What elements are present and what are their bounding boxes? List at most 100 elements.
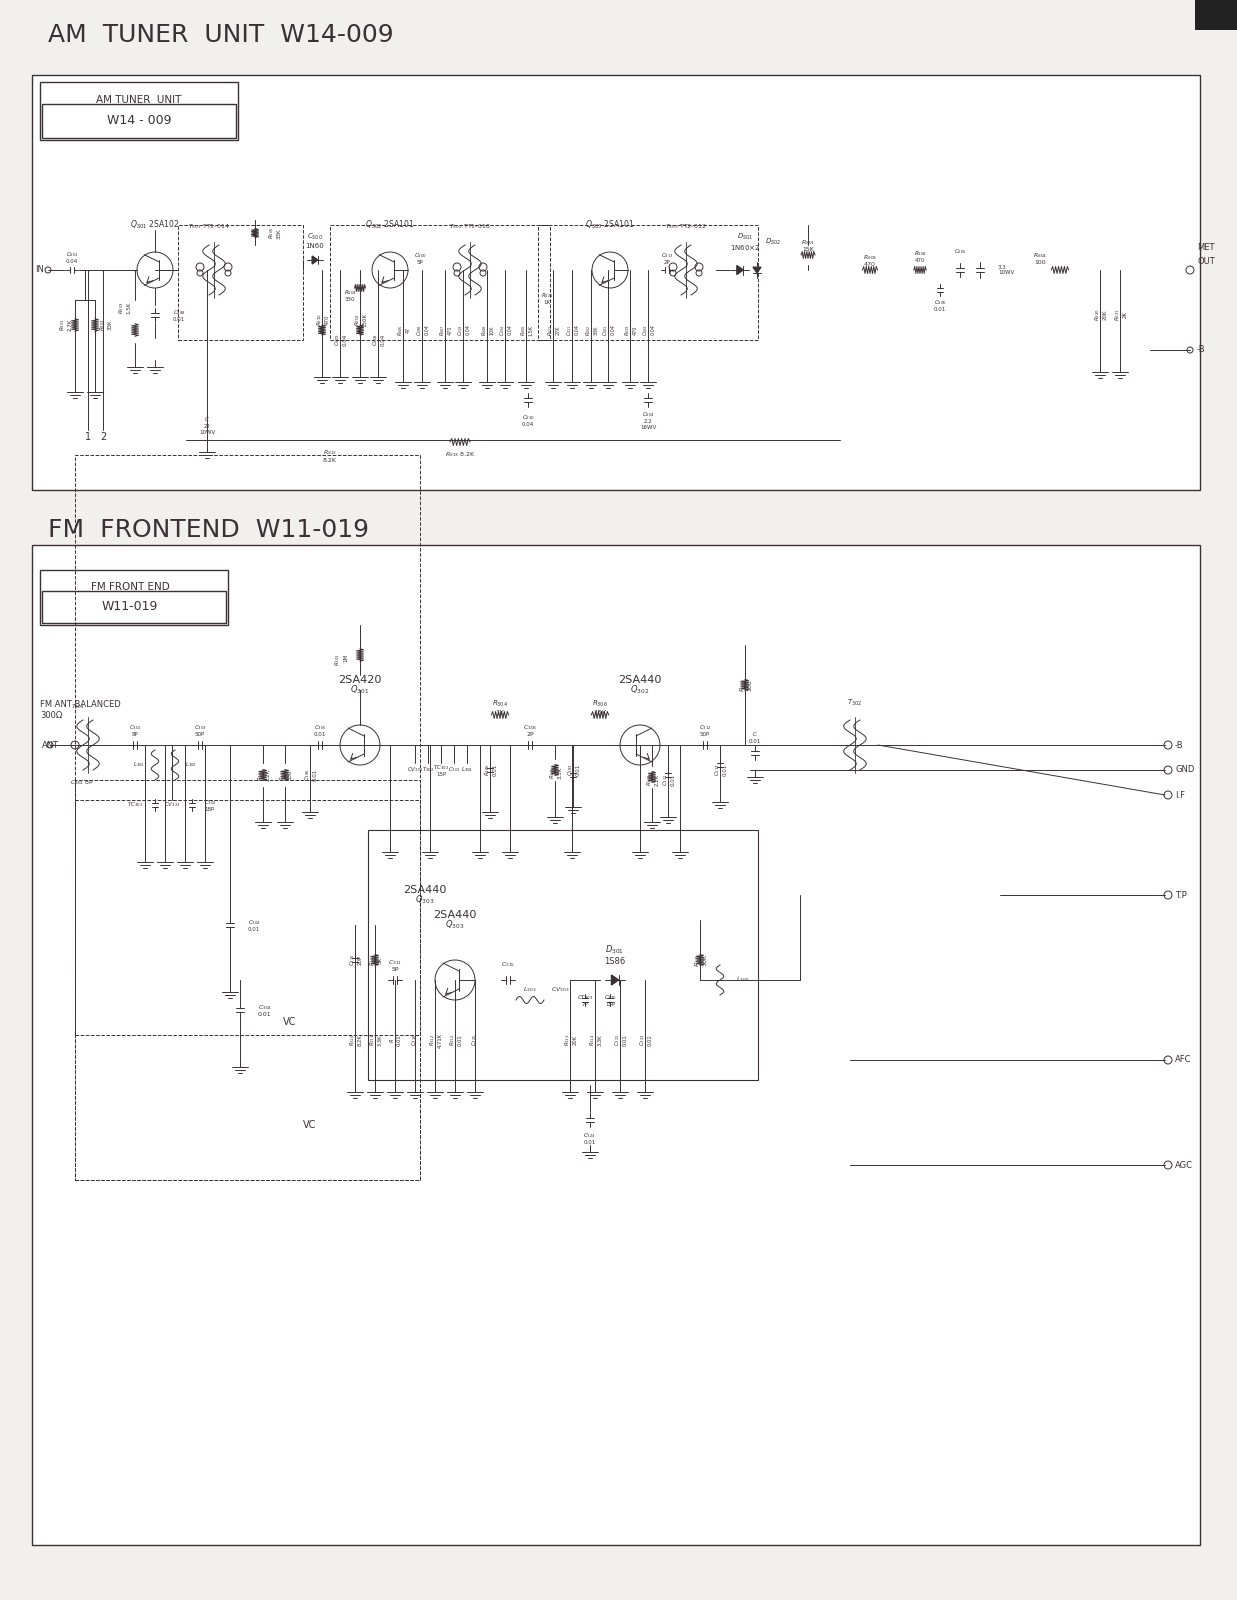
Text: $C_{304}$
0.01: $C_{304}$ 0.01 xyxy=(247,918,261,933)
Text: AGC: AGC xyxy=(1175,1160,1192,1170)
Bar xyxy=(1195,0,1237,30)
Bar xyxy=(75,781,421,1035)
Bar xyxy=(40,82,238,141)
Text: $L_{304}$: $L_{304}$ xyxy=(461,765,473,774)
Text: $C_{308}$
2P: $C_{308}$ 2P xyxy=(523,723,537,738)
Text: $C_{386}$
0.01: $C_{386}$ 0.01 xyxy=(303,768,318,781)
Text: VC: VC xyxy=(303,1120,317,1130)
Text: FM FRONT END: FM FRONT END xyxy=(90,582,169,592)
Text: IN: IN xyxy=(35,266,45,275)
Text: $R_{S03}$
33K: $R_{S03}$ 33K xyxy=(98,318,113,331)
Text: $R_{S21}$
1K: $R_{S21}$ 1K xyxy=(541,291,553,306)
Text: $Q_{302}$: $Q_{302}$ xyxy=(631,683,649,696)
Text: $C_{S01}$
0.04: $C_{S01}$ 0.04 xyxy=(601,325,615,336)
Text: $C_{320}$
15P: $C_{320}$ 15P xyxy=(604,992,616,1008)
Text: $C_{315}$: $C_{315}$ xyxy=(501,960,515,970)
Text: $C_{S34}$
0.04: $C_{S34}$ 0.04 xyxy=(497,325,512,336)
Text: $C_{S98}$
0.04: $C_{S98}$ 0.04 xyxy=(414,325,429,336)
Text: $Q_{303}$: $Q_{303}$ xyxy=(416,894,434,906)
Text: $R_{S13}$ 8.2K: $R_{S13}$ 8.2K xyxy=(444,450,475,459)
Text: $T_{302}$: $T_{302}$ xyxy=(422,765,434,774)
Bar xyxy=(178,226,303,341)
Text: $R_{S02}$
33K: $R_{S02}$ 33K xyxy=(584,325,599,336)
Text: $C_{316}$: $C_{316}$ xyxy=(411,1034,419,1046)
Text: $C_{312}$
50P: $C_{312}$ 50P xyxy=(699,723,711,738)
Text: $T_{S02}$ TT1-018: $T_{S02}$ TT1-018 xyxy=(449,222,491,232)
Text: $CV_{302}$: $CV_{302}$ xyxy=(407,765,423,774)
Bar xyxy=(538,226,758,341)
Text: $C_{S08}$
0.04: $C_{S08}$ 0.04 xyxy=(371,333,386,347)
Text: $R_{S08}$
470: $R_{S08}$ 470 xyxy=(914,248,927,264)
Text: $R_{310}$
8.2K: $R_{310}$ 8.2K xyxy=(348,1034,362,1046)
Text: $D_{S01}$
1N60$\times$2: $D_{S01}$ 1N60$\times$2 xyxy=(730,232,760,253)
Text: $R_{S21}$
2K: $R_{S21}$ 2K xyxy=(1112,309,1127,322)
Text: $C_{322}$
0.01: $C_{322}$ 0.01 xyxy=(612,1034,627,1046)
Text: $R_{S06}$
47: $R_{S06}$ 47 xyxy=(396,325,411,336)
Text: $R_{S01}$
15K: $R_{S01}$ 15K xyxy=(800,238,815,253)
Text: $R_{308}$
2.2K: $R_{308}$ 2.2K xyxy=(644,773,659,787)
Text: $C_{301}$
8P: $C_{301}$ 8P xyxy=(129,723,141,738)
Text: $C_{304}$
0.01: $C_{304}$ 0.01 xyxy=(259,1003,272,1018)
Text: $R_{S12}$
8.2K: $R_{S12}$ 8.2K xyxy=(323,448,338,462)
Bar xyxy=(32,75,1200,490)
Text: $C_{303}$
50P: $C_{303}$ 50P xyxy=(193,723,207,738)
Text: $C_{S01}$
0.04: $C_{S01}$ 0.04 xyxy=(66,250,78,264)
Polygon shape xyxy=(753,267,761,272)
Text: 3.3
10WV: 3.3 10WV xyxy=(998,264,1014,275)
Text: FM ANT BALANCED
300Ω: FM ANT BALANCED 300Ω xyxy=(40,701,121,720)
Text: $C_{S19}$
0.04: $C_{S19}$ 0.04 xyxy=(455,325,470,336)
Bar xyxy=(42,104,236,138)
Text: $T_{301}$: $T_{301}$ xyxy=(71,702,85,712)
Text: $R_{S02}$
150K: $R_{S02}$ 150K xyxy=(353,314,367,326)
Text: 2SA440: 2SA440 xyxy=(433,910,476,920)
Text: $R_{315}$
30K: $R_{315}$ 30K xyxy=(693,954,708,966)
Text: $R_{S05}$
33K: $R_{S05}$ 33K xyxy=(267,227,282,240)
Text: AM  TUNER  UNIT  W14-009: AM TUNER UNIT W14-009 xyxy=(48,22,393,46)
Text: $C_{S10}$
0.04: $C_{S10}$ 0.04 xyxy=(522,413,534,427)
Text: 2SA440: 2SA440 xyxy=(618,675,662,685)
Text: 1: 1 xyxy=(85,432,92,442)
Text: $C_{302}$
18P: $C_{302}$ 18P xyxy=(204,798,216,813)
Text: FM  FRONTEND  W11-019: FM FRONTEND W11-019 xyxy=(48,518,369,542)
Text: $T_{S03}$ TT2-012: $T_{S03}$ TT2-012 xyxy=(666,222,706,232)
Text: $R_{S08}$
10K: $R_{S08}$ 10K xyxy=(480,325,495,336)
Text: $C$
22
10WV: $C$ 22 10WV xyxy=(199,416,215,435)
Text: $Q_{S01}$ 2SA102: $Q_{S01}$ 2SA102 xyxy=(130,219,179,232)
Text: $C_{365}$
0.01: $C_{365}$ 0.01 xyxy=(314,723,327,738)
Text: $C_{301}$: $C_{301}$ xyxy=(448,765,460,774)
Text: $TC_{301}$: $TC_{301}$ xyxy=(126,800,143,810)
Text: $C_{316}$
20P: $C_{316}$ 20P xyxy=(348,954,362,966)
Text: $R_{S10}$
470: $R_{S10}$ 470 xyxy=(314,314,329,326)
Text: $D_{301}$
1S86: $D_{301}$ 1S86 xyxy=(605,944,626,966)
Text: $C_{S04}$
0.04: $C_{S04}$ 0.04 xyxy=(641,325,656,336)
Polygon shape xyxy=(312,256,318,264)
Text: $C_{324}$
0.01: $C_{324}$ 0.01 xyxy=(584,1131,596,1146)
Text: $CT_{303}$
7P: $CT_{303}$ 7P xyxy=(576,992,593,1008)
Text: $R_{312}$
0.01: $R_{312}$ 0.01 xyxy=(448,1034,463,1046)
Polygon shape xyxy=(611,974,618,986)
Text: W14 - 009: W14 - 009 xyxy=(106,115,171,128)
Text: 2SA420: 2SA420 xyxy=(338,675,382,685)
Text: $C_{S06}$
0.01: $C_{S06}$ 0.01 xyxy=(934,298,946,312)
Text: $C_{S11}$
0.04: $C_{S11}$ 0.04 xyxy=(564,325,579,336)
Text: $R_{S03}$
1.5K: $R_{S03}$ 1.5K xyxy=(116,301,131,315)
Text: $L_{301}$: $L_{301}$ xyxy=(132,760,145,770)
Text: $R_{314}$
3.3K: $R_{314}$ 3.3K xyxy=(588,1034,602,1046)
Text: $R_{S04}$
330: $R_{S04}$ 330 xyxy=(344,288,356,302)
Text: MET: MET xyxy=(1197,243,1215,253)
Text: $C_{383}$
0.01: $C_{383}$ 0.01 xyxy=(565,763,580,776)
Text: -B: -B xyxy=(1175,741,1184,749)
Text: $R_{S07}$
470: $R_{S07}$ 470 xyxy=(438,325,453,336)
Text: $C_{311}$
0.01: $C_{311}$ 0.01 xyxy=(661,773,675,787)
Text: $L_{302}$: $L_{302}$ xyxy=(186,760,197,770)
Text: AFC: AFC xyxy=(1175,1056,1191,1064)
Text: $L_{303}$: $L_{303}$ xyxy=(523,986,537,995)
Text: $C$
0.01: $C$ 0.01 xyxy=(748,730,761,744)
Text: $CV_{303}$: $CV_{303}$ xyxy=(550,986,569,995)
Bar xyxy=(75,800,421,1181)
Text: $T_{S01}$ TT1-014: $T_{S01}$ TT1-014 xyxy=(188,222,230,232)
Text: $R_{323}$
330: $R_{323}$ 330 xyxy=(277,768,292,781)
Text: $C_{S09}$
0.04: $C_{S09}$ 0.04 xyxy=(333,333,348,347)
Bar xyxy=(32,546,1200,1546)
Text: $CV_{321}$: $CV_{321}$ xyxy=(163,800,181,810)
